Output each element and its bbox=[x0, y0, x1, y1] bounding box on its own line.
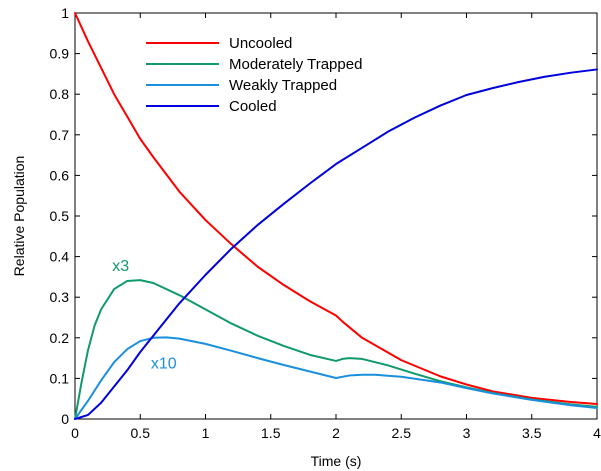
x-tick-label: 3.5 bbox=[522, 425, 542, 441]
plot-area bbox=[74, 12, 598, 420]
series-line-uncooled bbox=[74, 12, 598, 405]
series-line-weakly-trapped bbox=[74, 336, 598, 420]
legend-label: Uncooled bbox=[229, 35, 292, 52]
legend-label: Weakly Trapped bbox=[229, 77, 337, 94]
y-tick-label: 0.2 bbox=[50, 330, 70, 346]
x-tick-label: 1 bbox=[202, 425, 210, 441]
y-axis-title: Relative Population bbox=[11, 156, 27, 277]
x-tick-label: 4 bbox=[593, 425, 601, 441]
legend-label: Cooled bbox=[229, 98, 277, 115]
y-tick-label: 0.3 bbox=[50, 289, 70, 305]
x-tick-label: 3 bbox=[463, 425, 471, 441]
annotation-x10: x10 bbox=[151, 355, 177, 372]
x-axis-title: Time (s) bbox=[311, 453, 362, 469]
annotation-x3: x3 bbox=[112, 258, 129, 275]
y-tick-label: 0.6 bbox=[50, 167, 70, 183]
y-tick-label: 0.4 bbox=[50, 249, 70, 265]
y-tick-label: 0.7 bbox=[50, 127, 70, 143]
x-tick-label: 2 bbox=[332, 425, 340, 441]
y-tick-label: 0.1 bbox=[50, 370, 70, 386]
x-tick-label: 1.5 bbox=[261, 425, 281, 441]
x-tick-label: 0.5 bbox=[131, 425, 151, 441]
legend: Uncooled Moderately Trapped Weakly Trapped… bbox=[146, 35, 362, 115]
y-tick-label: 1 bbox=[61, 5, 69, 21]
x-tick-label: 0 bbox=[71, 425, 79, 441]
y-tick-label: 0.9 bbox=[50, 46, 70, 62]
legend-label: Moderately Trapped bbox=[229, 56, 362, 73]
annotation-layer: x3 x10 bbox=[112, 258, 177, 372]
series-line-cooled bbox=[74, 68, 598, 420]
y-tick-label: 0.5 bbox=[50, 208, 70, 224]
x-tick-label: 2.5 bbox=[392, 425, 412, 441]
y-tick-label: 0 bbox=[61, 411, 69, 427]
series-layer bbox=[74, 12, 598, 420]
axis-ticks: 0 0.5 1 1.5 2 2.5 3 3.5 4 0 0.1 0.2 0.3 0.4 0.5 0.6 0.7 0… bbox=[50, 5, 601, 441]
y-tick-label: 0.8 bbox=[50, 86, 70, 102]
